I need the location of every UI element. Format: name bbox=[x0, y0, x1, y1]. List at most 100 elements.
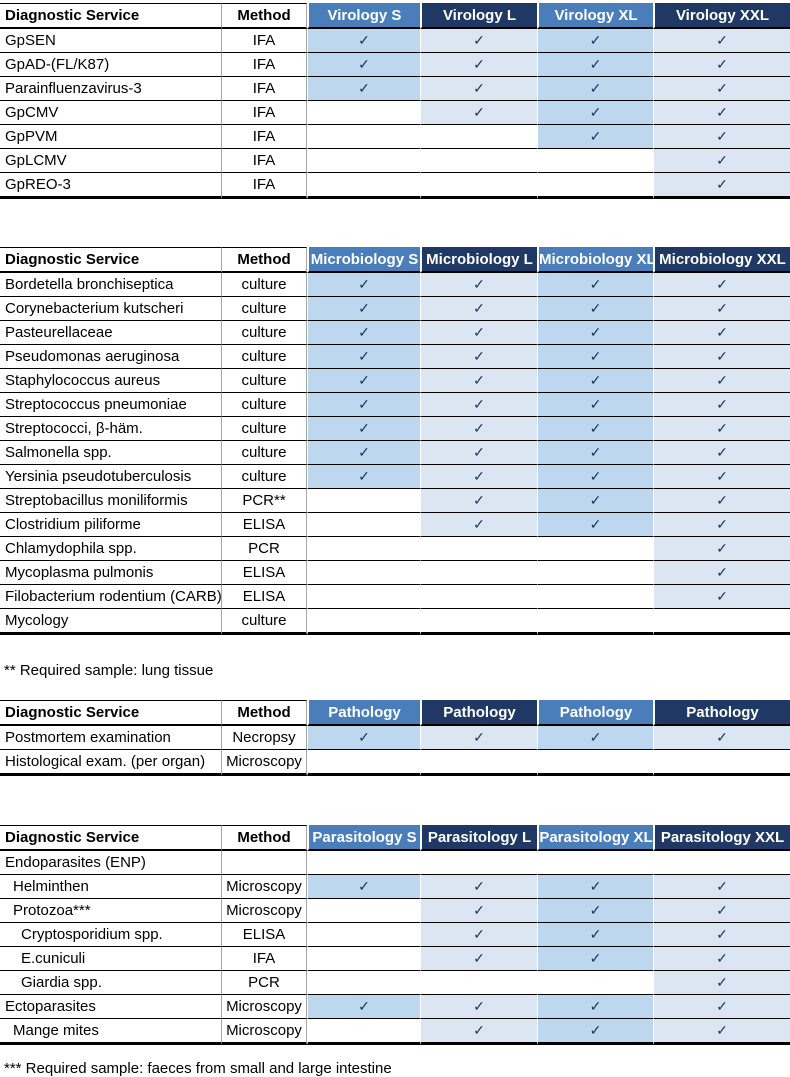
service-cell: Mange mites bbox=[0, 1019, 222, 1045]
check-cell: ✓ bbox=[307, 875, 420, 899]
check-cell: ✓ bbox=[537, 875, 653, 899]
service-cell: Streptococci, β-häm. bbox=[0, 417, 222, 441]
check-cell: ✓ bbox=[653, 875, 790, 899]
check-icon: ✓ bbox=[358, 444, 370, 460]
check-cell bbox=[537, 971, 653, 995]
check-icon: ✓ bbox=[716, 998, 728, 1014]
package-header-virology-3: Virology XL bbox=[537, 3, 653, 29]
check-icon: ✓ bbox=[716, 324, 728, 340]
check-icon: ✓ bbox=[589, 396, 602, 412]
check-cell: ✓ bbox=[307, 345, 420, 369]
check-icon: ✓ bbox=[473, 56, 485, 72]
check-icon: ✓ bbox=[473, 276, 485, 292]
check-cell: ✓ bbox=[653, 441, 790, 465]
check-cell: ✓ bbox=[420, 899, 537, 923]
check-cell bbox=[307, 173, 420, 199]
table-row: Pasteurellaceae culture ✓ ✓ ✓ ✓ bbox=[0, 321, 790, 345]
check-cell: ✓ bbox=[537, 273, 653, 297]
check-cell: ✓ bbox=[537, 417, 653, 441]
table-row: Corynebacterium kutscheri culture ✓ ✓ ✓ ✓ bbox=[0, 297, 790, 321]
method-cell: ELISA bbox=[222, 585, 307, 609]
check-cell: ✓ bbox=[420, 923, 537, 947]
check-cell: ✓ bbox=[653, 947, 790, 971]
check-icon: ✓ bbox=[589, 80, 602, 96]
check-icon: ✓ bbox=[716, 152, 728, 168]
check-cell: ✓ bbox=[653, 321, 790, 345]
table-row: GpLCMV IFA ✓ bbox=[0, 149, 790, 173]
package-header-pathology-2: Pathology bbox=[420, 700, 537, 726]
check-cell: ✓ bbox=[420, 273, 537, 297]
check-cell: ✓ bbox=[307, 321, 420, 345]
header-row: Diagnostic Service Method Virology S Virolo… bbox=[0, 3, 790, 29]
check-icon: ✓ bbox=[716, 396, 728, 412]
check-icon: ✓ bbox=[716, 348, 728, 364]
table-row: Mycoplasma pulmonis ELISA ✓ bbox=[0, 561, 790, 585]
method-cell: Microscopy bbox=[222, 995, 307, 1019]
service-cell: GpCMV bbox=[0, 101, 222, 125]
service-cell: Filobacterium rodentium (CARB) bbox=[0, 585, 222, 609]
check-cell: ✓ bbox=[537, 1019, 653, 1045]
check-icon: ✓ bbox=[358, 998, 370, 1014]
check-icon: ✓ bbox=[473, 444, 485, 460]
check-cell: ✓ bbox=[420, 417, 537, 441]
check-cell: ✓ bbox=[420, 441, 537, 465]
check-cell bbox=[537, 537, 653, 561]
method-cell: Microscopy bbox=[222, 875, 307, 899]
service-cell: Chlamydophila spp. bbox=[0, 537, 222, 561]
virology-table: Diagnostic Service Method Virology S Virolo… bbox=[0, 3, 790, 199]
check-icon: ✓ bbox=[473, 516, 485, 532]
check-cell bbox=[307, 561, 420, 585]
check-icon: ✓ bbox=[589, 420, 602, 436]
service-cell: GpLCMV bbox=[0, 149, 222, 173]
method-cell: IFA bbox=[222, 53, 307, 77]
check-cell: ✓ bbox=[537, 53, 653, 77]
check-cell: ✓ bbox=[653, 297, 790, 321]
check-icon: ✓ bbox=[716, 56, 728, 72]
method-cell: ELISA bbox=[222, 923, 307, 947]
check-cell: ✓ bbox=[653, 465, 790, 489]
table-row: Postmortem examination Necropsy ✓ ✓ ✓ ✓ bbox=[0, 726, 790, 750]
check-icon: ✓ bbox=[716, 492, 728, 508]
table-row: Clostridium piliforme ELISA ✓ ✓ ✓ bbox=[0, 513, 790, 537]
check-cell: ✓ bbox=[537, 899, 653, 923]
service-cell: Cryptosporidium spp. bbox=[0, 923, 222, 947]
check-icon: ✓ bbox=[358, 56, 370, 72]
check-cell: ✓ bbox=[537, 29, 653, 53]
pathology-table: Diagnostic Service Method Pathology Patholo… bbox=[0, 700, 790, 776]
check-icon: ✓ bbox=[589, 32, 602, 48]
check-icon: ✓ bbox=[589, 300, 602, 316]
check-cell bbox=[420, 609, 537, 635]
check-icon: ✓ bbox=[716, 468, 728, 484]
check-cell: ✓ bbox=[537, 321, 653, 345]
service-cell: Bordetella bronchiseptica bbox=[0, 273, 222, 297]
service-cell: Protozoa*** bbox=[0, 899, 222, 923]
check-icon: ✓ bbox=[589, 926, 602, 942]
check-cell bbox=[420, 971, 537, 995]
method-header: Method bbox=[222, 825, 307, 851]
package-header-pathology-1: Pathology bbox=[307, 700, 420, 726]
check-cell: ✓ bbox=[307, 297, 420, 321]
check-cell: ✓ bbox=[420, 489, 537, 513]
check-cell: ✓ bbox=[653, 489, 790, 513]
check-cell: ✓ bbox=[537, 369, 653, 393]
check-cell: ✓ bbox=[420, 465, 537, 489]
check-icon: ✓ bbox=[358, 878, 370, 894]
diagnostic-service-header: Diagnostic Service bbox=[0, 700, 222, 726]
check-icon: ✓ bbox=[473, 396, 485, 412]
check-cell bbox=[307, 750, 420, 776]
check-cell: ✓ bbox=[653, 537, 790, 561]
check-cell: ✓ bbox=[307, 417, 420, 441]
method-cell: IFA bbox=[222, 149, 307, 173]
package-header-pathology-3: Pathology bbox=[537, 700, 653, 726]
table-row: Ectoparasites Microscopy ✓ ✓ ✓ ✓ bbox=[0, 995, 790, 1019]
check-cell: ✓ bbox=[653, 125, 790, 149]
check-icon: ✓ bbox=[473, 420, 485, 436]
check-cell bbox=[653, 851, 790, 875]
check-cell bbox=[420, 750, 537, 776]
check-cell: ✓ bbox=[537, 345, 653, 369]
package-header-parasitology-1: Parasitology S bbox=[307, 825, 420, 851]
check-cell: ✓ bbox=[537, 995, 653, 1019]
service-cell: GpAD-(FL/K87) bbox=[0, 53, 222, 77]
method-cell: IFA bbox=[222, 77, 307, 101]
